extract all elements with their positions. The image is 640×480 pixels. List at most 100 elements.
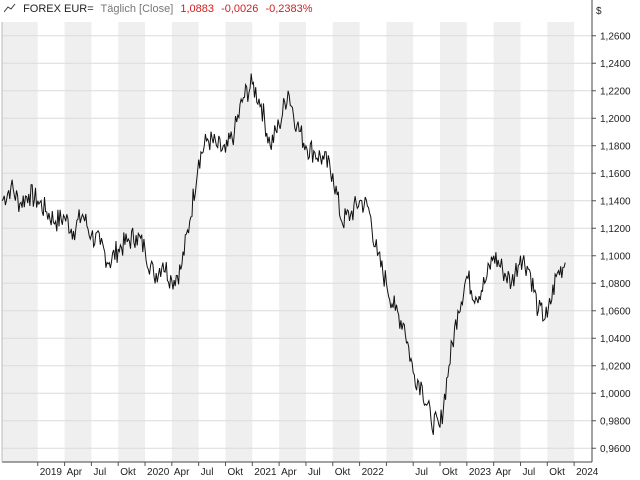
quarter-band [332,22,360,462]
chart-header: FOREX EUR= Täglich [Close] 1,0883 -0,002… [3,3,317,15]
data-point [82,214,84,216]
data-point [19,203,21,205]
currency-label: $ [596,6,602,17]
data-point [189,221,191,223]
quarter-band [279,22,306,462]
data-point [144,248,146,250]
data-point [395,310,397,312]
quarter-band [118,22,146,462]
data-point [359,200,361,202]
data-point [412,372,414,374]
data-point [153,276,155,278]
price-change: -0,0026 [221,3,259,15]
data-point [64,216,66,218]
data-point [520,255,522,257]
data-point [269,145,271,147]
data-point [475,296,477,298]
data-point [207,138,209,140]
data-point [198,159,200,161]
data-point [466,276,468,278]
y-tick-label: 1,2600 [600,31,631,42]
data-point [100,244,102,246]
y-tick-label: 1,1400 [600,196,631,207]
x-tick-label: Apr [281,467,297,478]
data-point [439,427,441,429]
data-point [55,221,57,223]
x-tick-label: Jul [93,467,106,478]
data-point [493,255,495,257]
last-price: 1,0883 [180,3,215,15]
y-tick-label: 1,1000 [600,251,631,262]
data-point [73,230,75,232]
quarter-band [225,22,253,462]
data-point [287,90,289,92]
data-point [126,241,128,243]
quarter-band [493,22,521,462]
x-tick-label: Okt [549,467,565,478]
y-tick-label: 1,2000 [600,114,631,125]
y-tick-label: 1,0400 [600,334,631,345]
x-tick-label: Jul [415,467,428,478]
y-tick-label: 0,9800 [600,416,631,427]
x-tick-label: Jul [308,467,321,478]
data-point [341,221,343,223]
y-tick-label: 0,9600 [600,444,631,455]
instrument-symbol: FOREX EUR= [23,3,94,15]
x-tick-label: Jul [522,467,535,478]
quarter-band [547,22,575,462]
data-point [260,104,262,106]
price-line [1,73,566,435]
data-point [457,310,459,312]
quarter-band [386,22,414,462]
y-tick-label: 1,1800 [600,141,631,152]
x-tick-label: 2024 [576,467,599,478]
quarter-band [2,22,38,462]
x-tick-label: 2022 [362,467,385,478]
y-tick-label: 1,1200 [600,224,631,235]
data-point [484,282,486,284]
data-point [252,83,254,85]
y-tick-label: 1,2200 [600,86,631,97]
data-point [368,207,370,209]
x-tick-label: Apr [496,467,512,478]
x-tick-label: Okt [335,467,351,478]
data-point [1,200,3,202]
data-point [555,276,557,278]
data-point [314,152,316,154]
data-point [448,365,450,367]
data-point [529,269,531,271]
data-point [180,269,182,271]
x-tick-label: 2021 [254,467,277,478]
x-tick-label: 2019 [40,467,63,478]
data-point [296,124,298,126]
data-point [386,282,388,284]
x-tick-label: Apr [67,467,83,478]
data-point [37,200,39,202]
x-tick-label: Apr [174,467,190,478]
data-point [564,262,566,264]
data-point [171,280,173,282]
x-tick-label: Okt [227,467,243,478]
y-tick-label: 1,0000 [600,389,631,400]
data-point [234,131,236,133]
data-point [377,255,379,257]
data-point [538,310,540,312]
data-point [225,152,227,154]
data-point [91,234,93,236]
x-tick-label: Jul [201,467,214,478]
data-point [502,269,504,271]
y-tick-label: 1,0800 [600,279,631,290]
data-point [243,97,245,99]
y-tick-label: 1,0600 [600,306,631,317]
line-chart-icon [3,3,19,15]
price-change-percent: -0,2383% [265,3,313,15]
data-point [216,145,218,147]
data-point [350,214,352,216]
data-point [108,262,110,264]
x-tick-label: 2023 [469,467,492,478]
quarter-band [64,22,92,462]
data-point [547,317,549,319]
x-tick-label: Okt [442,467,458,478]
x-tick-label: Okt [120,467,136,478]
